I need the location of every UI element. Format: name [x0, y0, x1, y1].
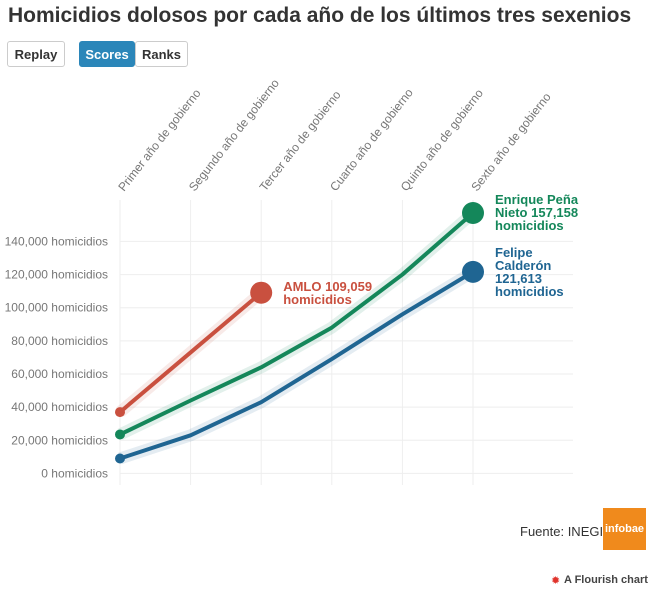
y-tick-label: 120,000 homicidios	[5, 268, 108, 282]
line	[119, 270, 475, 461]
end-dot	[462, 201, 484, 224]
value-label: 121,613 homicidios	[495, 270, 564, 299]
ranks-button[interactable]: Ranks	[135, 41, 188, 67]
series-name: Felipe Calderón	[495, 244, 552, 273]
end-dot	[462, 260, 484, 283]
line	[118, 291, 263, 414]
y-tick-label: 60,000 homicidios	[11, 367, 108, 381]
y-tick-label: 20,000 homicidios	[11, 433, 108, 447]
series-name: Enrique Peña Nieto	[495, 192, 579, 221]
start-dot	[115, 429, 125, 440]
credit[interactable]: A Flourish chart	[564, 574, 648, 586]
line-glow	[117, 208, 477, 440]
end-label: AMLO 109,059 homicidios	[283, 280, 373, 306]
y-tick-label: 0 homicidios	[41, 466, 108, 480]
series-name: AMLO	[283, 278, 322, 294]
line	[119, 211, 475, 437]
start-dot	[115, 407, 125, 418]
x-tick-label: Tercer año de gobierno	[257, 88, 344, 194]
y-tick-label: 100,000 homicidios	[5, 301, 108, 315]
y-tick-label: 80,000 homicidios	[11, 334, 108, 348]
value-label: 109,059 homicidios	[283, 278, 373, 307]
replay-button[interactable]: Replay	[7, 41, 65, 67]
logo: infobae	[603, 508, 646, 550]
y-tick-label: 40,000 homicidios	[11, 400, 108, 414]
end-dot	[250, 281, 273, 304]
source: Fuente: INEGI	[520, 524, 604, 539]
x-tick-label: Quinto año de gobierno	[398, 86, 486, 194]
start-dot	[115, 453, 125, 464]
x-tick-label: Primer año de gobierno	[115, 86, 203, 194]
flourish-icon: ✹	[551, 575, 561, 587]
x-tick-label: Sexto año de gobierno	[468, 90, 554, 194]
scores-button[interactable]: Scores	[79, 41, 135, 67]
y-tick-label: 140,000 homicidios	[5, 234, 108, 248]
end-label: Felipe Calderón 121,613 homicidios	[495, 246, 585, 298]
end-label: Enrique Peña Nieto 157,158 homicidios	[495, 193, 585, 232]
chart-title: Homicidios dolosos por cada año de los ú…	[8, 4, 632, 27]
value-label: 157,158 homicidios	[495, 205, 579, 234]
